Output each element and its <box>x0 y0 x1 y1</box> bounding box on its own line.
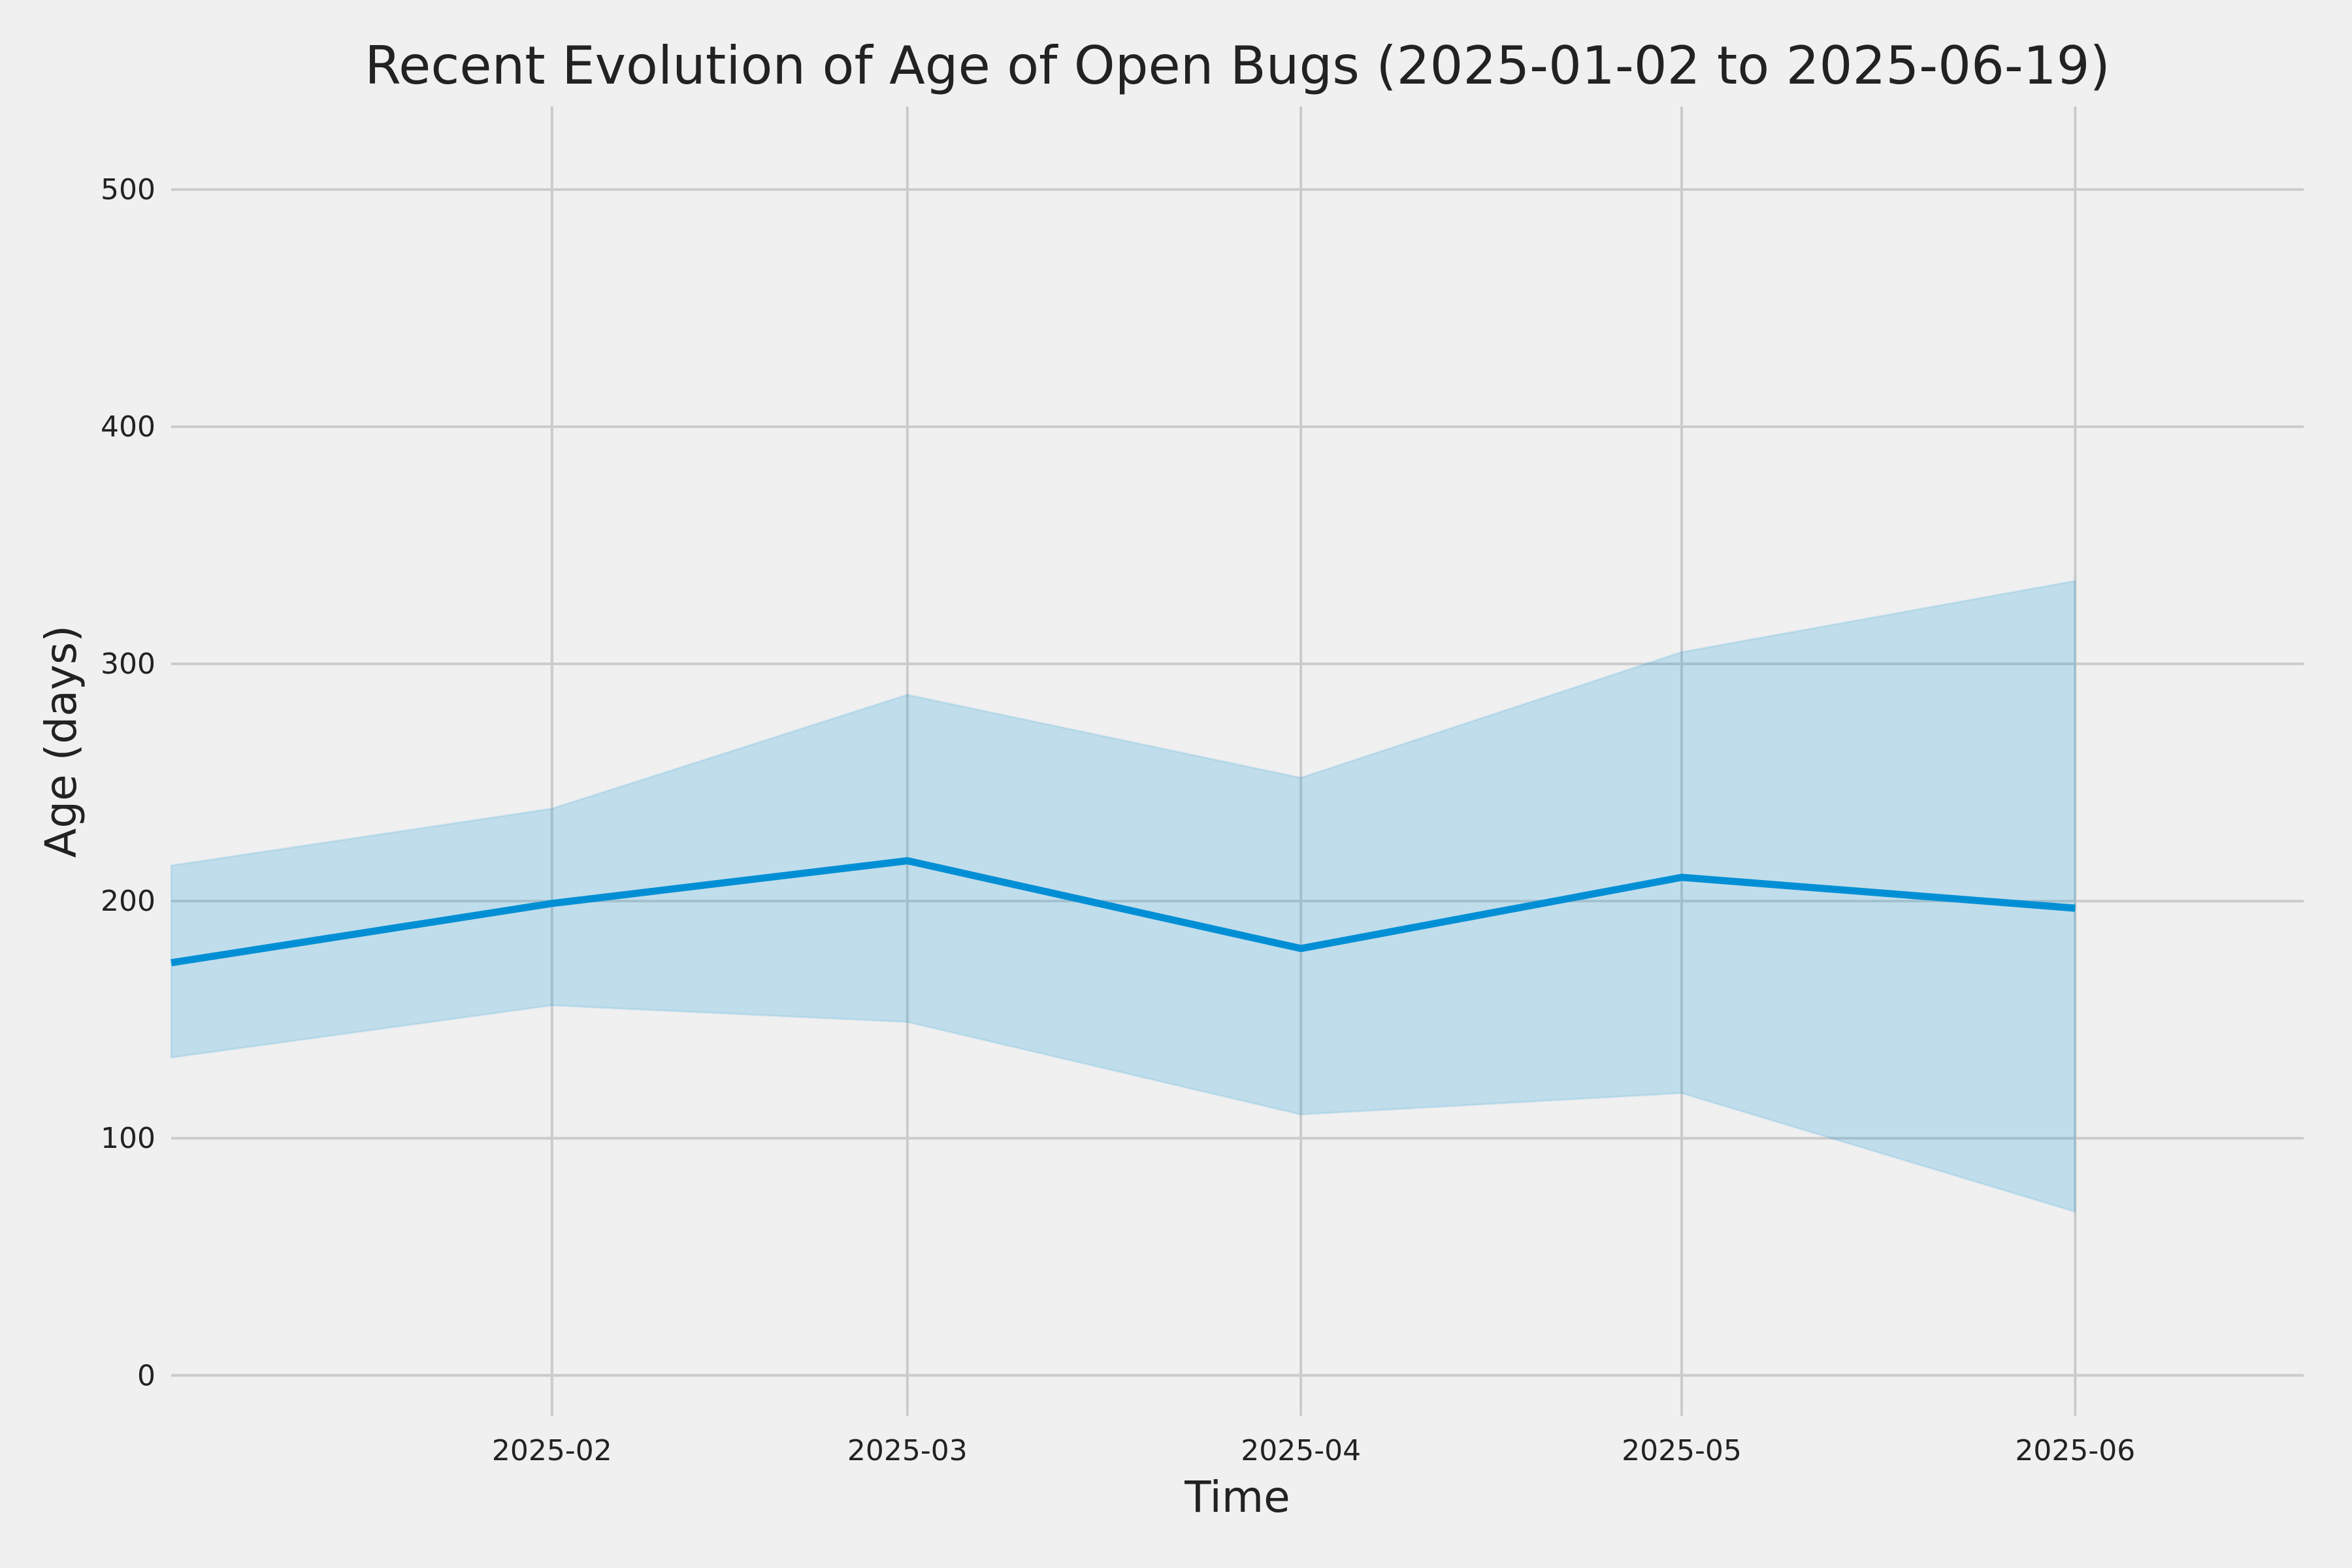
x-tick-label-2025-05: 2025-05 <box>1622 1434 1742 1467</box>
x-tick-label-2025-06: 2025-06 <box>2015 1434 2135 1467</box>
y-tick-label-500: 500 <box>101 173 155 206</box>
y-tick-label-0: 0 <box>137 1359 155 1392</box>
x-axis-label: Time <box>1184 1472 1290 1522</box>
x-grid <box>550 106 2077 1416</box>
y-tick-label-400: 400 <box>101 410 155 444</box>
y-tick-labels: 0 100 200 300 400 500 <box>101 173 155 1392</box>
y-tick-label-300: 300 <box>101 647 155 681</box>
y-axis-label: Age (days) <box>36 625 86 858</box>
x-tick-label-2025-02: 2025-02 <box>492 1434 612 1467</box>
y-grid <box>171 188 2304 1377</box>
confidence-band-0 <box>170 580 2076 1213</box>
x-tick-labels: 2025-02 2025-03 2025-04 2025-05 2025-06 <box>492 1434 2135 1467</box>
series-lines <box>171 857 2076 967</box>
x-tick-label-2025-04: 2025-04 <box>1241 1434 1361 1467</box>
y-tick-label-200: 200 <box>101 885 155 918</box>
series-line-0 <box>171 857 2076 967</box>
confidence-bands <box>170 580 2076 1213</box>
x-tick-label-2025-03: 2025-03 <box>847 1434 968 1467</box>
chart-title: Recent Evolution of Age of Open Bugs (20… <box>365 35 2110 96</box>
y-tick-label-100: 100 <box>101 1122 155 1155</box>
